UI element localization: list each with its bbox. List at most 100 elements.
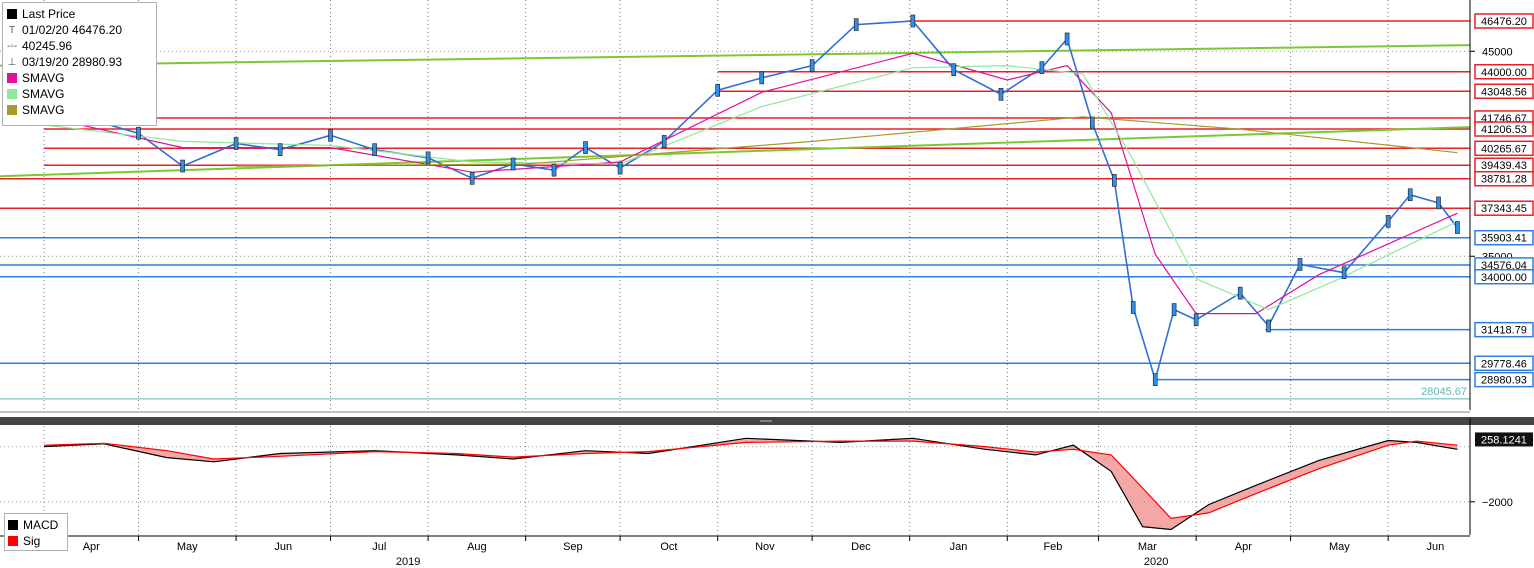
price-candle: [1455, 221, 1460, 234]
legend-sma1: SMAVG: [22, 71, 65, 85]
price-label-box: [1474, 321, 1534, 338]
price-label: 34000.00: [1481, 272, 1527, 284]
legend-row-sig: Sig: [8, 533, 67, 549]
legend-macd: MACD: [23, 518, 59, 532]
month-label: Feb: [1043, 541, 1062, 553]
price-label-box: [1474, 355, 1534, 372]
legend-sma3: SMAVG: [22, 103, 65, 117]
price-legend: Last Price T 01/02/20 46476.20 -◦- 40245…: [2, 2, 157, 126]
trendline-upper: [0, 44, 1471, 67]
price-candle: [583, 141, 588, 154]
series-line: [44, 64, 1458, 311]
series-line: [43, 52, 1458, 315]
legend-swatch-sma1: [7, 73, 17, 83]
price-candle: [136, 126, 141, 140]
price-candle: [1436, 196, 1441, 210]
price-label: 39439.43: [1481, 160, 1527, 172]
price-candle: [180, 159, 185, 173]
price-label: 46476.20: [1481, 16, 1527, 28]
price-series: [41, 14, 1460, 386]
legend-swatch-macd: [8, 520, 18, 530]
macd-series-line: [44, 437, 1458, 531]
month-label: Apr: [1235, 541, 1252, 553]
price-candle: [1152, 373, 1158, 386]
year-label: 2019: [396, 556, 420, 568]
price-candle: [277, 143, 283, 156]
price-candle: [1193, 313, 1199, 327]
legend-high: 01/02/20 46476.20: [22, 23, 123, 37]
price-candle: [1112, 174, 1117, 187]
legend-low: 03/19/20 28980.93: [22, 55, 123, 69]
legend-swatch-sig: [8, 536, 18, 546]
price-label-box: [1474, 200, 1534, 216]
macd-fill: [44, 438, 1458, 530]
month-label: Sep: [563, 541, 583, 553]
price-level-lines: [0, 20, 1470, 400]
month-label: Jan: [950, 541, 968, 553]
price-label-box: [1474, 121, 1534, 137]
price-label: 41206.53: [1481, 124, 1527, 136]
price-candle: [951, 63, 957, 77]
legend-row-high: T 01/02/20 46476.20: [7, 22, 156, 38]
price-label: 29778.46: [1481, 358, 1527, 370]
legend-avg: 40245.96: [22, 39, 73, 53]
price-candle: [1266, 319, 1271, 333]
legend-sma2: SMAVG: [22, 87, 65, 101]
price-label-box: [1474, 83, 1534, 100]
price-candle: [910, 14, 916, 28]
price-label: 43048.56: [1481, 86, 1527, 98]
panel-divider: [0, 417, 1534, 425]
price-label-box: [1474, 64, 1534, 80]
legend-row-sma3: SMAVG: [7, 102, 156, 118]
legend-sig: Sig: [23, 534, 41, 548]
price-label-box: [1474, 229, 1534, 246]
legend-swatch-sma2: [7, 89, 17, 99]
macd-series-line: [44, 440, 1458, 520]
price-label: 28980.93: [1481, 375, 1527, 387]
series-line: [44, 20, 1459, 383]
price-candle: [853, 18, 859, 31]
price-label-box: [1474, 170, 1534, 187]
price-tick-label: 45000: [1482, 46, 1513, 58]
price-candle: [1089, 116, 1095, 130]
price-candle: [233, 137, 239, 150]
price-label: 40265.67: [1481, 143, 1527, 155]
price-candle: [469, 172, 475, 185]
average-marker-icon: -◦-: [7, 40, 18, 52]
legend-swatch-last-price: [7, 9, 17, 19]
month-label: Jun: [274, 541, 292, 553]
trend-lines: [0, 44, 1471, 178]
month-label: Nov: [755, 541, 775, 553]
price-candle: [1297, 258, 1303, 271]
month-label: May: [1329, 541, 1350, 553]
legend-row-macd: MACD: [8, 517, 67, 533]
month-label: Aug: [467, 541, 487, 553]
low-marker-icon: ⊥: [7, 56, 17, 68]
price-candle: [1341, 266, 1347, 279]
price-candle: [1039, 61, 1045, 74]
month-label: Dec: [851, 541, 871, 553]
price-label: 37343.45: [1481, 203, 1527, 215]
legend-row-avg: -◦- 40245.96: [7, 38, 156, 54]
price-candle: [1171, 303, 1177, 316]
month-label: May: [177, 541, 198, 553]
price-label: 38781.28: [1481, 174, 1527, 186]
macd-legend: MACD Sig: [4, 513, 68, 551]
price-candle: [1407, 188, 1413, 202]
price-candle: [617, 161, 623, 175]
price-label: 28045.67: [1421, 386, 1467, 398]
price-candle: [510, 157, 516, 171]
price-labels: 46476.2044000.0043048.5641746.6741206.53…: [1421, 13, 1534, 447]
chart-grid: [0, 0, 1470, 535]
macd-tick-label: −2000: [1482, 497, 1513, 509]
month-label: Apr: [83, 541, 100, 553]
year-label: 2020: [1144, 556, 1168, 568]
high-marker-icon: T: [8, 24, 16, 36]
macd-panel: [44, 437, 1458, 531]
price-candle: [809, 59, 815, 72]
price-candle: [372, 143, 377, 156]
legend-row-low: ⊥ 03/19/20 28980.93: [7, 54, 156, 70]
price-label-box: [1474, 269, 1534, 285]
legend-row-last-price: Last Price: [7, 6, 156, 22]
